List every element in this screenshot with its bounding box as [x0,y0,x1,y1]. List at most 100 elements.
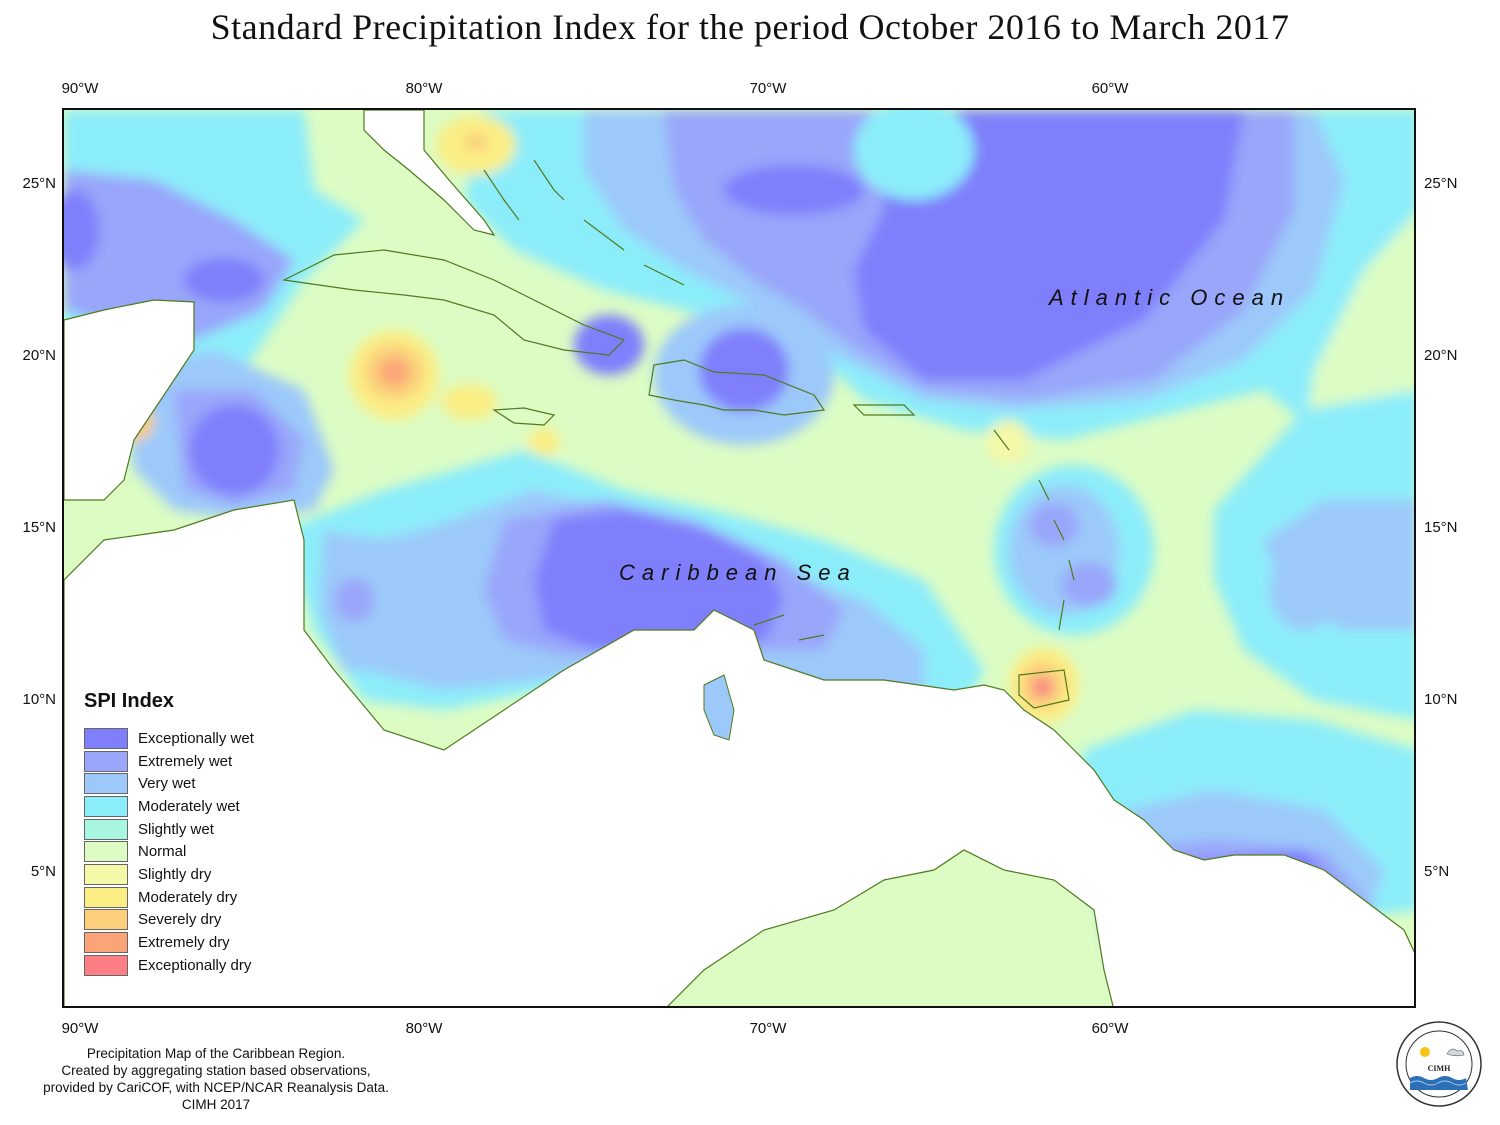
footnote-line-3: provided by CariCOF, with NCEP/NCAR Rean… [43,1080,389,1095]
legend-item: Slightly wet [84,818,292,841]
island-bahamas-4 [643,264,685,286]
island-lesser-antilles [993,429,1075,631]
legend-label: Slightly dry [138,865,212,883]
lon-tick-bottom-90w: 90°W [61,1020,99,1037]
legend-label: Moderately dry [138,888,238,906]
island-puerto-rico [852,404,916,416]
map-footnote: Precipitation Map of the Caribbean Regio… [0,1045,432,1113]
spi-zone-cayman-extremely-dry [379,358,409,386]
lat-tick-left-25n: 25°N [22,175,56,192]
spi-zone-west-edge-exceptionally-wet [64,190,99,270]
legend-item: Exceptionally dry [84,954,292,977]
logo-text: CIMH [1428,1064,1451,1073]
legend-swatch [84,932,128,954]
legend-title: SPI Index [84,690,175,712]
legend-swatch [84,886,128,908]
legend-item: Moderately wet [84,795,292,818]
legend-swatch [84,954,128,976]
spi-contours [64,110,1414,1000]
spi-zone-atlantic-moderately-wet-hole [854,110,974,200]
legend-swatch [84,727,128,749]
footnote-line-4: CIMH 2017 [181,1097,251,1112]
island-hispaniola [648,359,826,416]
spi-zone-east-atlantic-extremely-wet [1269,550,1339,630]
lat-tick-right-20n: 20°N [1424,347,1458,364]
lat-tick-right-10n: 10°N [1424,691,1458,708]
legend-item: Very wet [84,772,292,795]
spi-zone-nicaragua-extremely-wet [334,578,374,622]
spi-zone-jamaica-slightly-dry [441,384,497,420]
lon-tick-bottom-80w: 80°W [405,1020,443,1037]
spi-map: Atlantic Ocean Caribbean Sea [62,108,1416,1008]
island-jamaica [492,407,556,426]
cimh-logo: CIMH [1395,1020,1483,1108]
spi-legend: SPI Index Exceptionally wet Extremely wet… [72,690,292,977]
lat-tick-right-5n: 5°N [1424,863,1450,880]
spi-zone-antilles-extremely-wet-1 [1029,503,1079,547]
legend-label: Exceptionally wet [138,729,254,747]
label-caribbean-sea: Caribbean Sea [619,560,857,585]
legend-label: Slightly wet [138,820,214,838]
spi-zone-hispaniola-exceptionally-wet [699,328,789,412]
legend-item: Normal [84,840,292,863]
lon-tick-top-80w: 80°W [405,80,443,97]
lat-tick-right-25n: 25°N [1424,175,1458,192]
lat-tick-right-15n: 15°N [1424,519,1458,536]
lon-tick-bottom-70w: 70°W [749,1020,787,1037]
legend-label: Extremely wet [138,752,233,770]
lon-tick-top-90w: 90°W [61,80,99,97]
islands [282,159,1075,709]
spi-zone-atlantic-exceptionally-wet-2 [724,165,864,215]
legend-swatch [84,773,128,795]
island-bahamas-3 [583,219,625,251]
island-bahamas-2 [533,159,565,201]
lat-tick-left-20n: 20°N [22,347,56,364]
spi-zone-leeward-slightly-dry [986,420,1030,464]
legend-swatch [84,818,128,840]
spi-zone-gulf-exceptionally-wet [184,258,264,302]
map-title: Standard Precipitation Index for the per… [210,7,1290,47]
lon-tick-top-60w: 60°W [1091,80,1129,97]
spi-zone-honduras-exceptionally-wet [189,405,279,495]
land-florida [363,110,496,236]
lat-tick-left-10n: 10°N [22,691,56,708]
legend-swatch [84,909,128,931]
footnote-line-1: Precipitation Map of the Caribbean Regio… [86,1046,346,1061]
land-south-america [64,499,1414,1006]
legend-label: Moderately wet [138,797,240,815]
legend-swatch [84,750,128,772]
spi-zone-cuba-east-exceptionally-wet [574,315,644,375]
legend-item: Extremely dry [84,931,292,954]
label-atlantic-ocean: Atlantic Ocean [1049,285,1291,310]
land-lake-maracaibo [703,674,735,741]
legend-swatch [84,795,128,817]
lon-tick-bottom-60w: 60°W [1091,1020,1129,1037]
legend-label: Very wet [138,775,196,793]
legend-label: Exceptionally dry [138,956,252,974]
legend-item: Slightly dry [84,863,292,886]
legend-items: Exceptionally wet Extremely wet Very wet Mo… [72,727,292,977]
spi-zone-jamaica-south-slightly-dry [528,428,560,456]
lon-tick-top-70w: 70°W [749,80,787,97]
spi-map-canvas [64,110,1414,1006]
spi-zone-trinidad-exceptionally-dry [1032,677,1052,697]
spi-zone-bahamas-severely-dry [464,133,488,151]
island-abc [753,614,825,641]
legend-item: Extremely wet [84,750,292,773]
legend-item: Exceptionally wet [84,727,292,750]
legend-swatch [84,841,128,863]
island-trinidad [1018,669,1070,709]
legend-label: Normal [138,843,187,861]
lat-tick-left-5n: 5°N [30,863,56,880]
land-yucatan [64,299,195,501]
lat-tick-left-15n: 15°N [22,519,56,536]
land-masses [64,110,1414,1006]
legend-label: Extremely dry [138,934,230,952]
legend-swatch [84,863,128,885]
footnote-line-2: Created by aggregating station based obs… [61,1063,371,1078]
legend-label: Severely dry [138,911,222,929]
island-cuba [282,249,626,356]
spi-zone-antilles-extremely-wet-2 [1061,563,1117,607]
legend-item: Moderately dry [84,886,292,909]
legend-item: Severely dry [84,909,292,932]
